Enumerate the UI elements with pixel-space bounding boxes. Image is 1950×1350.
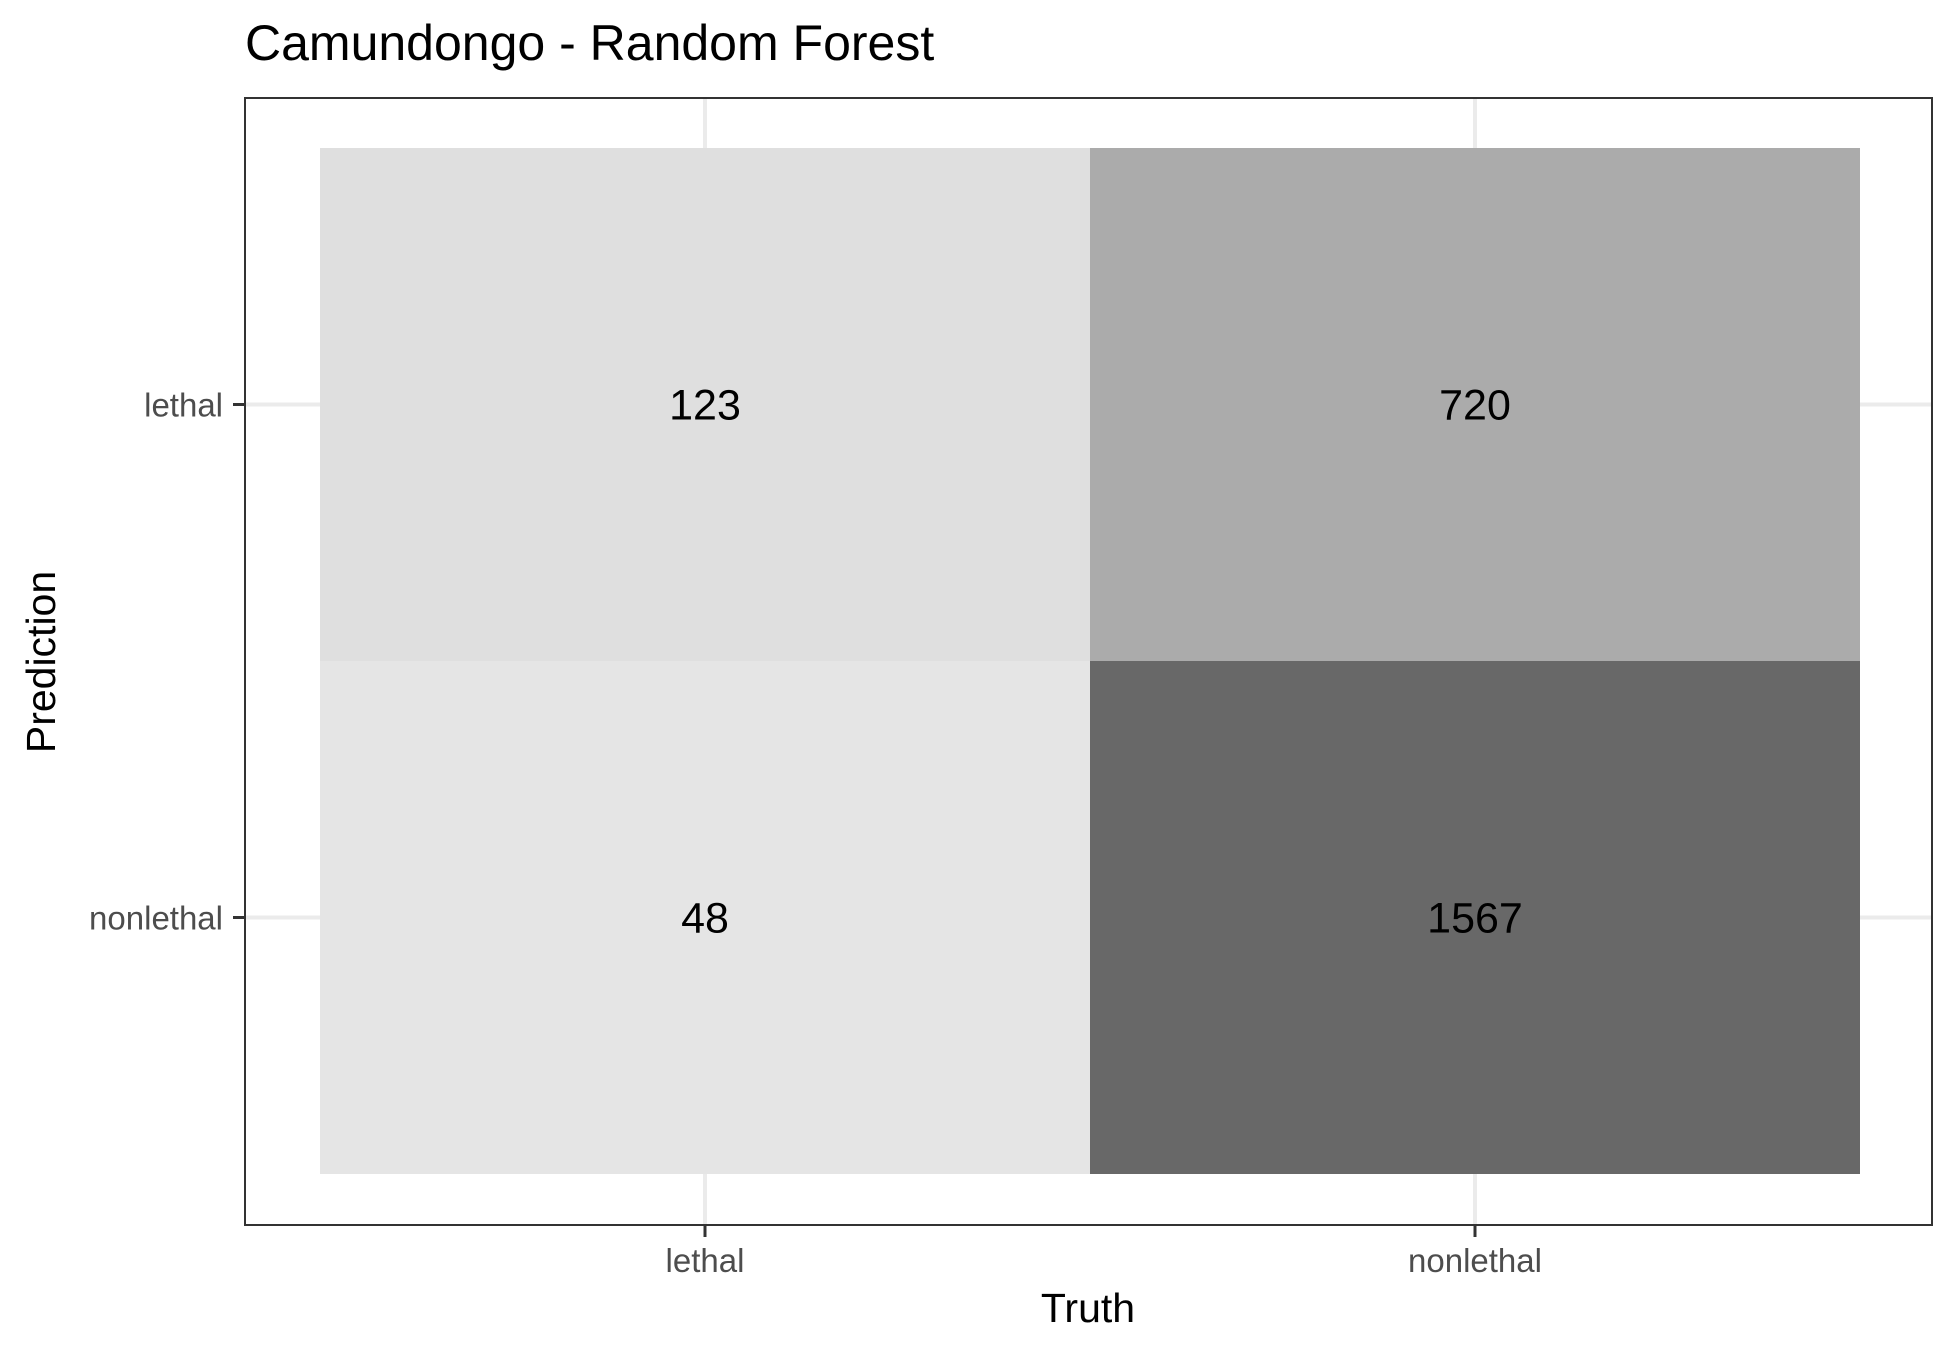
cell-nonlethal-lethal [320, 661, 1090, 1174]
cell-nonlethal-nonlethal [1090, 661, 1860, 1174]
cell-labels: 123 720 48 1567 [669, 382, 1523, 943]
x-axis: lethal nonlethal [666, 1225, 1542, 1279]
panel-border [244, 97, 1933, 1226]
cell-label-lethal-nonlethal: 720 [1439, 382, 1511, 430]
cell-label-lethal-lethal: 123 [669, 382, 741, 430]
y-tick-label-1: nonlethal [89, 900, 223, 937]
chart-title: Camundongo - Random Forest [245, 15, 934, 71]
heatmap-cells [320, 148, 1860, 1174]
y-axis-title: Prediction [18, 571, 64, 753]
x-axis-title: Truth [1041, 1285, 1135, 1331]
y-tick-label-0: lethal [144, 387, 223, 424]
cell-lethal-nonlethal [1090, 148, 1860, 661]
cell-lethal-lethal [320, 148, 1090, 661]
x-tick-label-0: lethal [666, 1242, 745, 1279]
cell-label-nonlethal-lethal: 48 [681, 895, 729, 943]
y-axis: lethal nonlethal [89, 387, 245, 937]
cell-label-nonlethal-nonlethal: 1567 [1427, 895, 1523, 943]
plot-panel: 123 720 48 1567 [244, 97, 1933, 1226]
x-tick-label-1: nonlethal [1408, 1242, 1542, 1279]
